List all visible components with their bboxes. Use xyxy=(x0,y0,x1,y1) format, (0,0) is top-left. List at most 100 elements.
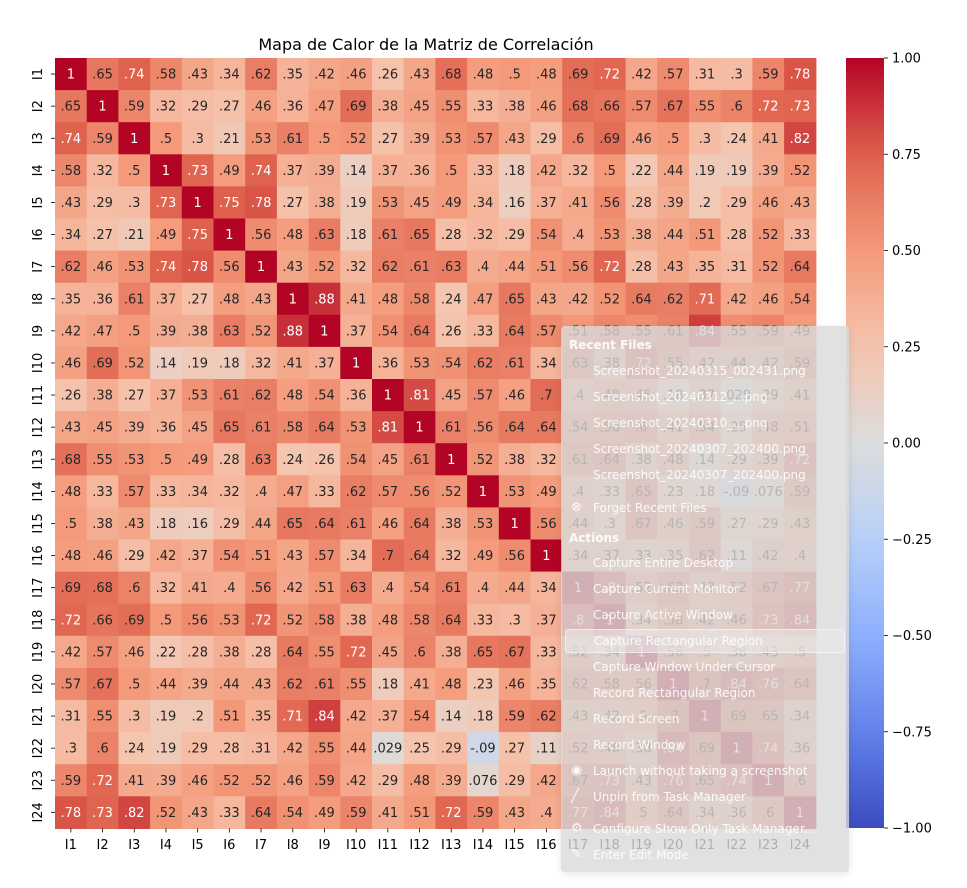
heatmap-cell xyxy=(213,571,246,605)
heatmap-cell xyxy=(372,314,405,348)
cell-value-label: .35 xyxy=(536,677,557,692)
recent-file-item[interactable]: Screenshot_20240312_...png xyxy=(593,390,768,404)
action-item-highlighted[interactable]: Capture Rectangular Region xyxy=(565,629,845,653)
cell-value-label: .44 xyxy=(663,164,684,179)
launch-without-screenshot-item[interactable]: Launch without taking a screenshot xyxy=(593,764,808,778)
cell-value-label: .42 xyxy=(536,164,557,179)
heatmap-cell xyxy=(530,58,563,91)
heatmap-cell xyxy=(403,732,436,765)
recent-file-item[interactable]: Screenshot_20240310_...png xyxy=(593,416,768,430)
recent-file-item[interactable]: Screenshot_20240307_202400.png xyxy=(593,442,806,456)
action-item[interactable]: Capture Entire Desktop xyxy=(593,556,734,570)
heatmap-cell xyxy=(784,122,817,155)
cell-value-label: .4 xyxy=(477,581,489,596)
heatmap-cell xyxy=(55,90,88,123)
cell-value-label: .26 xyxy=(441,324,462,339)
forget-recent-files-item[interactable]: Forget Recent Files xyxy=(593,501,707,515)
heatmap-cell xyxy=(372,411,405,444)
heatmap-cell xyxy=(498,186,532,220)
cell-value-label: .46 xyxy=(251,100,272,115)
cell-value-label: .44 xyxy=(346,742,367,757)
heatmap-cell xyxy=(593,282,627,316)
heatmap-cell xyxy=(372,539,405,573)
cell-value-label: .46 xyxy=(504,677,525,692)
cell-value-label: .48 xyxy=(219,292,240,307)
cell-value-label: .34 xyxy=(536,581,557,596)
cell-value-label: .63 xyxy=(441,260,462,275)
heatmap-cell xyxy=(435,346,468,380)
heatmap-cell xyxy=(340,475,373,508)
action-item[interactable]: Capture Window Under Cursor xyxy=(593,660,776,674)
cell-value-label: .38 xyxy=(219,645,240,660)
cell-value-label: .57 xyxy=(92,645,113,660)
cell-value-label: .43 xyxy=(409,68,430,83)
cell-value-label: .46 xyxy=(758,196,779,211)
heatmap-cell xyxy=(467,443,500,476)
y-tick-label: I19 xyxy=(31,642,46,662)
cell-value-label: .36 xyxy=(346,389,367,404)
heatmap-cell xyxy=(467,218,500,252)
action-item[interactable]: Capture Current Monitor xyxy=(593,582,740,596)
heatmap-cell xyxy=(276,186,310,220)
cell-value-label: .64 xyxy=(536,421,557,436)
cell-value-label: .69 xyxy=(61,581,82,596)
cell-value-label: .51 xyxy=(536,260,557,275)
heatmap-cell xyxy=(245,250,278,284)
cell-value-label: .28 xyxy=(631,196,652,211)
cell-value-label: .28 xyxy=(726,228,747,243)
heatmap-cell xyxy=(308,186,341,220)
heatmap-cell xyxy=(55,571,88,605)
unpin-item[interactable]: Unpin from Task Manager xyxy=(593,790,746,804)
heatmap-cell xyxy=(498,346,532,380)
enter-edit-mode-item[interactable]: Enter Edit Mode xyxy=(593,848,689,862)
heatmap-cell xyxy=(498,122,532,155)
heatmap-cell xyxy=(625,58,658,91)
cell-value-label: .73 xyxy=(156,196,177,211)
cell-value-label: .35 xyxy=(695,260,716,275)
heatmap-cell xyxy=(372,443,405,476)
heatmap-cell xyxy=(530,732,563,765)
heatmap-cell xyxy=(308,411,341,444)
heatmap-cell xyxy=(118,603,151,637)
cell-value-label: .64 xyxy=(409,324,430,339)
action-item[interactable]: Record Rectangular Region xyxy=(593,686,756,700)
cell-value-label: 1 xyxy=(257,260,265,275)
cell-value-label: .69 xyxy=(568,68,589,83)
heatmap-cell xyxy=(372,346,405,380)
heatmap-cell xyxy=(403,282,436,316)
action-item[interactable]: Record Window xyxy=(593,738,686,752)
heatmap-cell xyxy=(784,250,817,284)
cell-value-label: .78 xyxy=(251,196,272,211)
cell-value-label: .27 xyxy=(504,742,525,757)
cell-value-label: .28 xyxy=(219,453,240,468)
cell-value-label: .33 xyxy=(92,485,113,500)
cell-value-label: .28 xyxy=(631,260,652,275)
heatmap-cell xyxy=(403,186,436,220)
cell-value-label: .45 xyxy=(409,196,430,211)
action-item[interactable]: Record Screen xyxy=(593,712,680,726)
recent-file-item[interactable]: Screenshot_20240315_002431.png xyxy=(593,364,806,378)
heatmap-cell xyxy=(181,475,215,508)
cell-value-label: .3 xyxy=(191,132,203,147)
action-item[interactable]: Capture Active Window xyxy=(593,608,733,622)
colorbar xyxy=(846,58,884,828)
heatmap-cell xyxy=(86,250,119,284)
heatmap-cell xyxy=(118,250,151,284)
cell-value-label: 1 xyxy=(289,292,297,307)
cell-value-label: .52 xyxy=(758,260,779,275)
cell-value-label: .3 xyxy=(699,132,711,147)
heatmap-cell xyxy=(118,635,151,669)
heatmap-cell xyxy=(181,90,215,123)
cell-value-label: .6 xyxy=(413,645,425,660)
configure-item[interactable]: Configure Show Only Task Manager... xyxy=(593,822,816,836)
cell-value-label: .42 xyxy=(568,292,589,307)
cell-value-label: .66 xyxy=(599,100,620,115)
y-tick-label: I8 xyxy=(31,293,46,305)
heatmap-cell xyxy=(372,571,405,605)
recent-file-item[interactable]: Screenshot_20240307_202400.png xyxy=(593,468,806,482)
heatmap-cell xyxy=(530,700,563,733)
cell-value-label: .52 xyxy=(124,356,145,371)
cell-value-label: .46 xyxy=(124,645,145,660)
cell-value-label: .36 xyxy=(156,421,177,436)
heatmap-cell xyxy=(435,667,468,701)
